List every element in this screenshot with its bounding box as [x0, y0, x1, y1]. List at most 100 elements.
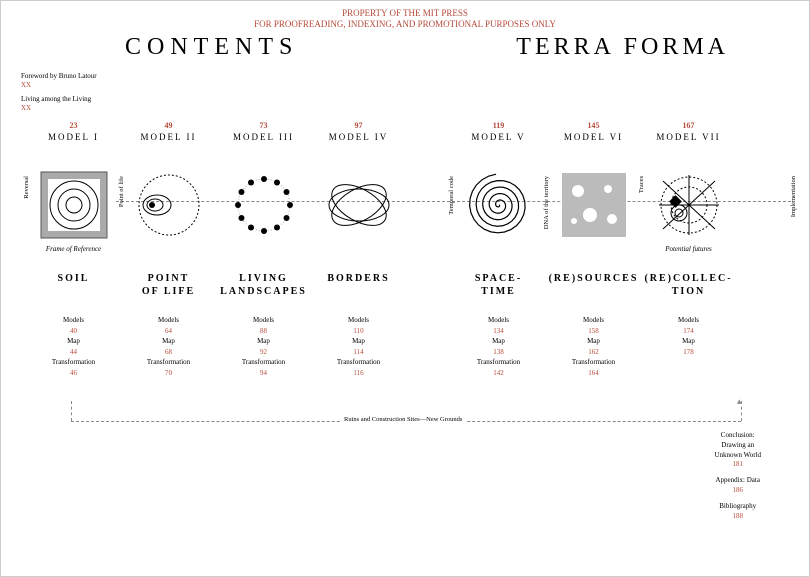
model-icon: [121, 167, 216, 242]
sub-models-pg: 110: [311, 326, 406, 337]
model-page: 119: [451, 121, 546, 130]
sub-models-pg: 64: [121, 326, 216, 337]
sub-models-label: Models: [546, 315, 641, 326]
model-col-4: 97 MODEL IV BORDERS Models 110 Map 114 T…: [311, 121, 406, 421]
model-label: MODEL I: [26, 132, 121, 142]
chapter-title: (RE)COLLEC-TION: [641, 273, 736, 305]
sub-map-label: Map: [451, 336, 546, 347]
icon-caption: Frame of Reference: [26, 245, 121, 253]
sub-models-label: Models: [121, 315, 216, 326]
sub-trans-pg: 164: [546, 368, 641, 379]
model-page: 49: [121, 121, 216, 130]
disclaimer-l1: PROPERTY OF THE MIT PRESS: [1, 8, 809, 19]
sub-pages: Models 174 Map 178: [641, 315, 736, 357]
model-label: MODEL VI: [546, 132, 641, 142]
chapter-title: POINTOF LIFE: [121, 273, 216, 305]
side-label: Temporal code: [448, 176, 455, 215]
chapter-title: LIVINGLANDSCAPES: [216, 273, 311, 305]
foreword-block: Foreword by Bruno Latour XX Living among…: [21, 72, 97, 114]
model-page: 97: [311, 121, 406, 130]
model-col-1: 23 MODEL I Reversal Frame of Reference S…: [26, 121, 121, 421]
sub-pages: Models 64 Map 68 Transformation70: [121, 315, 216, 378]
sub-map-label: Map: [546, 336, 641, 347]
side-label: Reversal: [23, 176, 30, 199]
sub-models-pg: 40: [26, 326, 121, 337]
sub-map-label: Map: [216, 336, 311, 347]
sub-models-label: Models: [311, 315, 406, 326]
model-label: MODEL III: [216, 132, 311, 142]
foreword-2-pg: XX: [21, 104, 97, 113]
back-matter: Conclusion:Drawing anUnknown World181 App…: [714, 431, 761, 527]
foreword-1: Foreword by Bruno Latour: [21, 72, 97, 81]
sub-map-label: Map: [26, 336, 121, 347]
sub-pages: Models 158 Map 162 Transformation164: [546, 315, 641, 378]
sub-map-pg: 178: [641, 347, 736, 358]
back-item: Conclusion:Drawing anUnknown World181: [714, 431, 761, 470]
sub-models-pg: 174: [641, 326, 736, 337]
model-label: MODEL V: [451, 132, 546, 142]
sub-trans-pg: 94: [216, 368, 311, 379]
model-icon: [26, 167, 121, 242]
sub-map-label: Map: [641, 336, 736, 347]
sub-map-pg: 138: [451, 347, 546, 358]
model-page: 145: [546, 121, 641, 130]
sub-map-pg: 92: [216, 347, 311, 358]
sub-pages: Models 134 Map 138 Transformation142: [451, 315, 546, 378]
model-page: 73: [216, 121, 311, 130]
chapter-title: BORDERS: [311, 273, 406, 305]
model-icon: [216, 167, 311, 242]
model-col-3: 73 MODEL III LIVINGLANDSCAPES Models 88 …: [216, 121, 311, 421]
side-label: DNA of the territory: [543, 176, 550, 229]
sub-map-pg: 44: [26, 347, 121, 358]
model-icon: [311, 167, 406, 242]
sub-models-label: Models: [641, 315, 736, 326]
model-icon: [546, 167, 641, 242]
chapter-title: (RE)SOURCES: [546, 273, 641, 305]
model-icon: [641, 167, 736, 242]
implementation-label: Implementation: [790, 176, 797, 217]
sub-models-pg: 134: [451, 326, 546, 337]
sub-models-label: Models: [26, 315, 121, 326]
back-item: Bibliography188: [714, 502, 761, 522]
sub-trans-label: Transformation: [311, 357, 406, 368]
foreword-1-pg: XX: [21, 81, 97, 90]
sub-map-pg: 114: [311, 347, 406, 358]
model-col-2: 49 MODEL II Point of life POINTOF LIFE M…: [121, 121, 216, 421]
disclaimer-l2: FOR PROOFREADING, INDEXING, AND PROMOTIO…: [1, 19, 809, 30]
sub-trans-pg: 142: [451, 368, 546, 379]
sub-trans-label: Transformation: [216, 357, 311, 368]
model-label: MODEL IV: [311, 132, 406, 142]
chapter-title: SOIL: [26, 273, 121, 305]
sub-models-label: Models: [451, 315, 546, 326]
models-row: 23 MODEL I Reversal Frame of Reference S…: [1, 121, 809, 421]
model-label: MODEL VII: [641, 132, 736, 142]
sub-models-pg: 158: [546, 326, 641, 337]
ruins-label: Ruins and Construction Sites—New Grounds: [341, 416, 465, 423]
side-label: Point of life: [118, 176, 125, 207]
sub-pages: Models 110 Map 114 Transformation116: [311, 315, 406, 378]
sub-pages: Models 88 Map 92 Transformation94: [216, 315, 311, 378]
sub-models-pg: 88: [216, 326, 311, 337]
sub-trans-label: Transformation: [121, 357, 216, 368]
model-col-6: 145 MODEL VI DNA of the territory (RE)SO…: [546, 121, 641, 421]
sub-map-pg: 162: [546, 347, 641, 358]
model-icon: [451, 167, 546, 242]
sub-map-label: Map: [311, 336, 406, 347]
chapter-title: SPACE-TIME: [451, 273, 546, 305]
ruins-arrow: ▴: [737, 396, 742, 407]
model-label: MODEL II: [121, 132, 216, 142]
heading-contents: CONTENTS: [125, 34, 298, 61]
sub-trans-pg: 116: [311, 368, 406, 379]
disclaimer: PROPERTY OF THE MIT PRESS FOR PROOFREADI…: [1, 8, 809, 31]
sub-models-label: Models: [216, 315, 311, 326]
back-item: Appendix: Data186: [714, 476, 761, 496]
model-page: 167: [641, 121, 736, 130]
model-col-7: 167 MODEL VII Traces Potential futures (…: [641, 121, 736, 421]
sub-trans-pg: 46: [26, 368, 121, 379]
sub-trans-label: Transformation: [451, 357, 546, 368]
sub-trans-pg: 70: [121, 368, 216, 379]
sub-trans-label: Transformation: [546, 357, 641, 368]
ruins-line-v1: [71, 401, 72, 421]
model-page: 23: [26, 121, 121, 130]
icon-caption: Potential futures: [641, 245, 736, 253]
